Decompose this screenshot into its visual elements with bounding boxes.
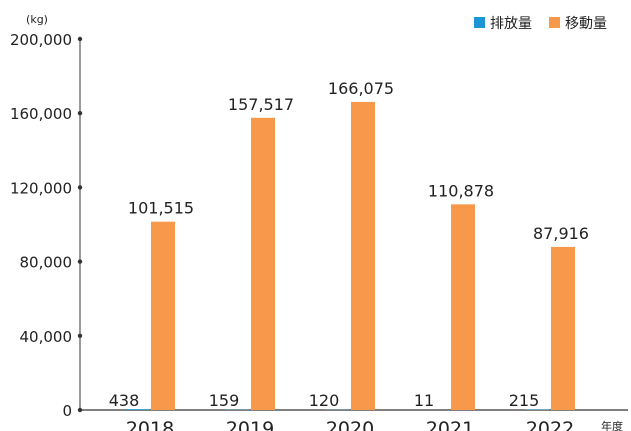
data-label-series-1: 110,878 (428, 181, 494, 200)
legend-swatch-series-1 (549, 17, 560, 28)
x-tick-label: 2018 (126, 418, 174, 431)
y-tick-mark (77, 36, 83, 42)
x-axis-unit-label: 年度 (601, 419, 623, 431)
bar-series-1 (551, 246, 575, 410)
bar-series-1 (351, 101, 375, 410)
y-tick-label: 200,000 (10, 31, 72, 49)
y-tick-mark (77, 185, 83, 190)
data-label-series-1: 166,075 (328, 79, 394, 98)
y-tick-mark (77, 111, 83, 116)
bar-series-1 (451, 204, 475, 410)
bar-series-1 (151, 221, 175, 410)
data-label-series-0: 438 (109, 391, 140, 410)
data-label-series-1: 101,515 (128, 199, 194, 218)
y-tick-label: 120,000 (10, 179, 72, 197)
y-tick-mark (77, 407, 83, 413)
data-label-series-0: 159 (209, 391, 240, 410)
x-tick-label: 2019 (226, 418, 274, 431)
y-tick-mark (77, 333, 83, 338)
data-label-series-0: 215 (509, 391, 540, 410)
y-tick-label: 160,000 (10, 105, 72, 123)
y-tick-label: 40,000 (20, 328, 73, 346)
y-tick-mark (77, 259, 83, 264)
bar-series-1 (251, 117, 275, 410)
legend-label-series-1: 移動量 (565, 16, 607, 32)
legend-label-series-0: 排放量 (490, 16, 532, 32)
data-label-series-0: 11 (414, 391, 434, 410)
x-tick-label: 2020 (326, 418, 374, 431)
y-axis-unit-label: (kg) (26, 13, 48, 26)
legend-swatch-series-0 (474, 17, 485, 28)
data-label-series-0: 120 (309, 391, 340, 410)
bar-series-0 (125, 409, 149, 410)
x-tick-label: 2022 (526, 418, 574, 431)
data-label-series-1: 157,517 (228, 95, 294, 114)
y-tick-label: 0 (62, 402, 72, 420)
x-tick-label: 2021 (426, 418, 474, 431)
data-label-series-1: 87,916 (533, 224, 589, 243)
y-tick-label: 80,000 (20, 254, 73, 272)
